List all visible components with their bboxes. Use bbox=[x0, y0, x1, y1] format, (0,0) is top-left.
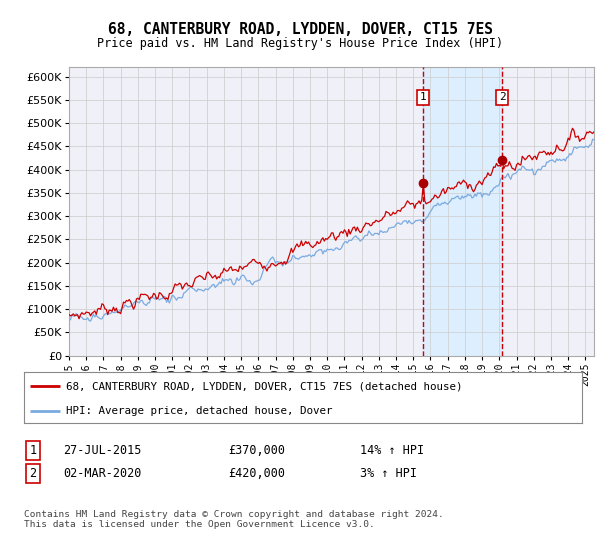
Text: £370,000: £370,000 bbox=[228, 444, 285, 457]
Bar bbox=[423, 67, 502, 356]
Text: 68, CANTERBURY ROAD, LYDDEN, DOVER, CT15 7ES (detached house): 68, CANTERBURY ROAD, LYDDEN, DOVER, CT15… bbox=[66, 381, 463, 391]
Text: 2: 2 bbox=[29, 466, 37, 480]
Text: 1: 1 bbox=[29, 444, 37, 457]
Text: Price paid vs. HM Land Registry's House Price Index (HPI): Price paid vs. HM Land Registry's House … bbox=[97, 37, 503, 50]
Text: 02-MAR-2020: 02-MAR-2020 bbox=[63, 466, 142, 480]
Text: 27-JUL-2015: 27-JUL-2015 bbox=[63, 444, 142, 457]
Text: 14% ↑ HPI: 14% ↑ HPI bbox=[360, 444, 424, 457]
Text: 1: 1 bbox=[419, 92, 427, 102]
Text: Contains HM Land Registry data © Crown copyright and database right 2024.
This d: Contains HM Land Registry data © Crown c… bbox=[24, 510, 444, 529]
Text: 2: 2 bbox=[499, 92, 506, 102]
Text: HPI: Average price, detached house, Dover: HPI: Average price, detached house, Dove… bbox=[66, 406, 332, 416]
Text: 68, CANTERBURY ROAD, LYDDEN, DOVER, CT15 7ES: 68, CANTERBURY ROAD, LYDDEN, DOVER, CT15… bbox=[107, 22, 493, 36]
Text: 3% ↑ HPI: 3% ↑ HPI bbox=[360, 466, 417, 480]
Text: £420,000: £420,000 bbox=[228, 466, 285, 480]
